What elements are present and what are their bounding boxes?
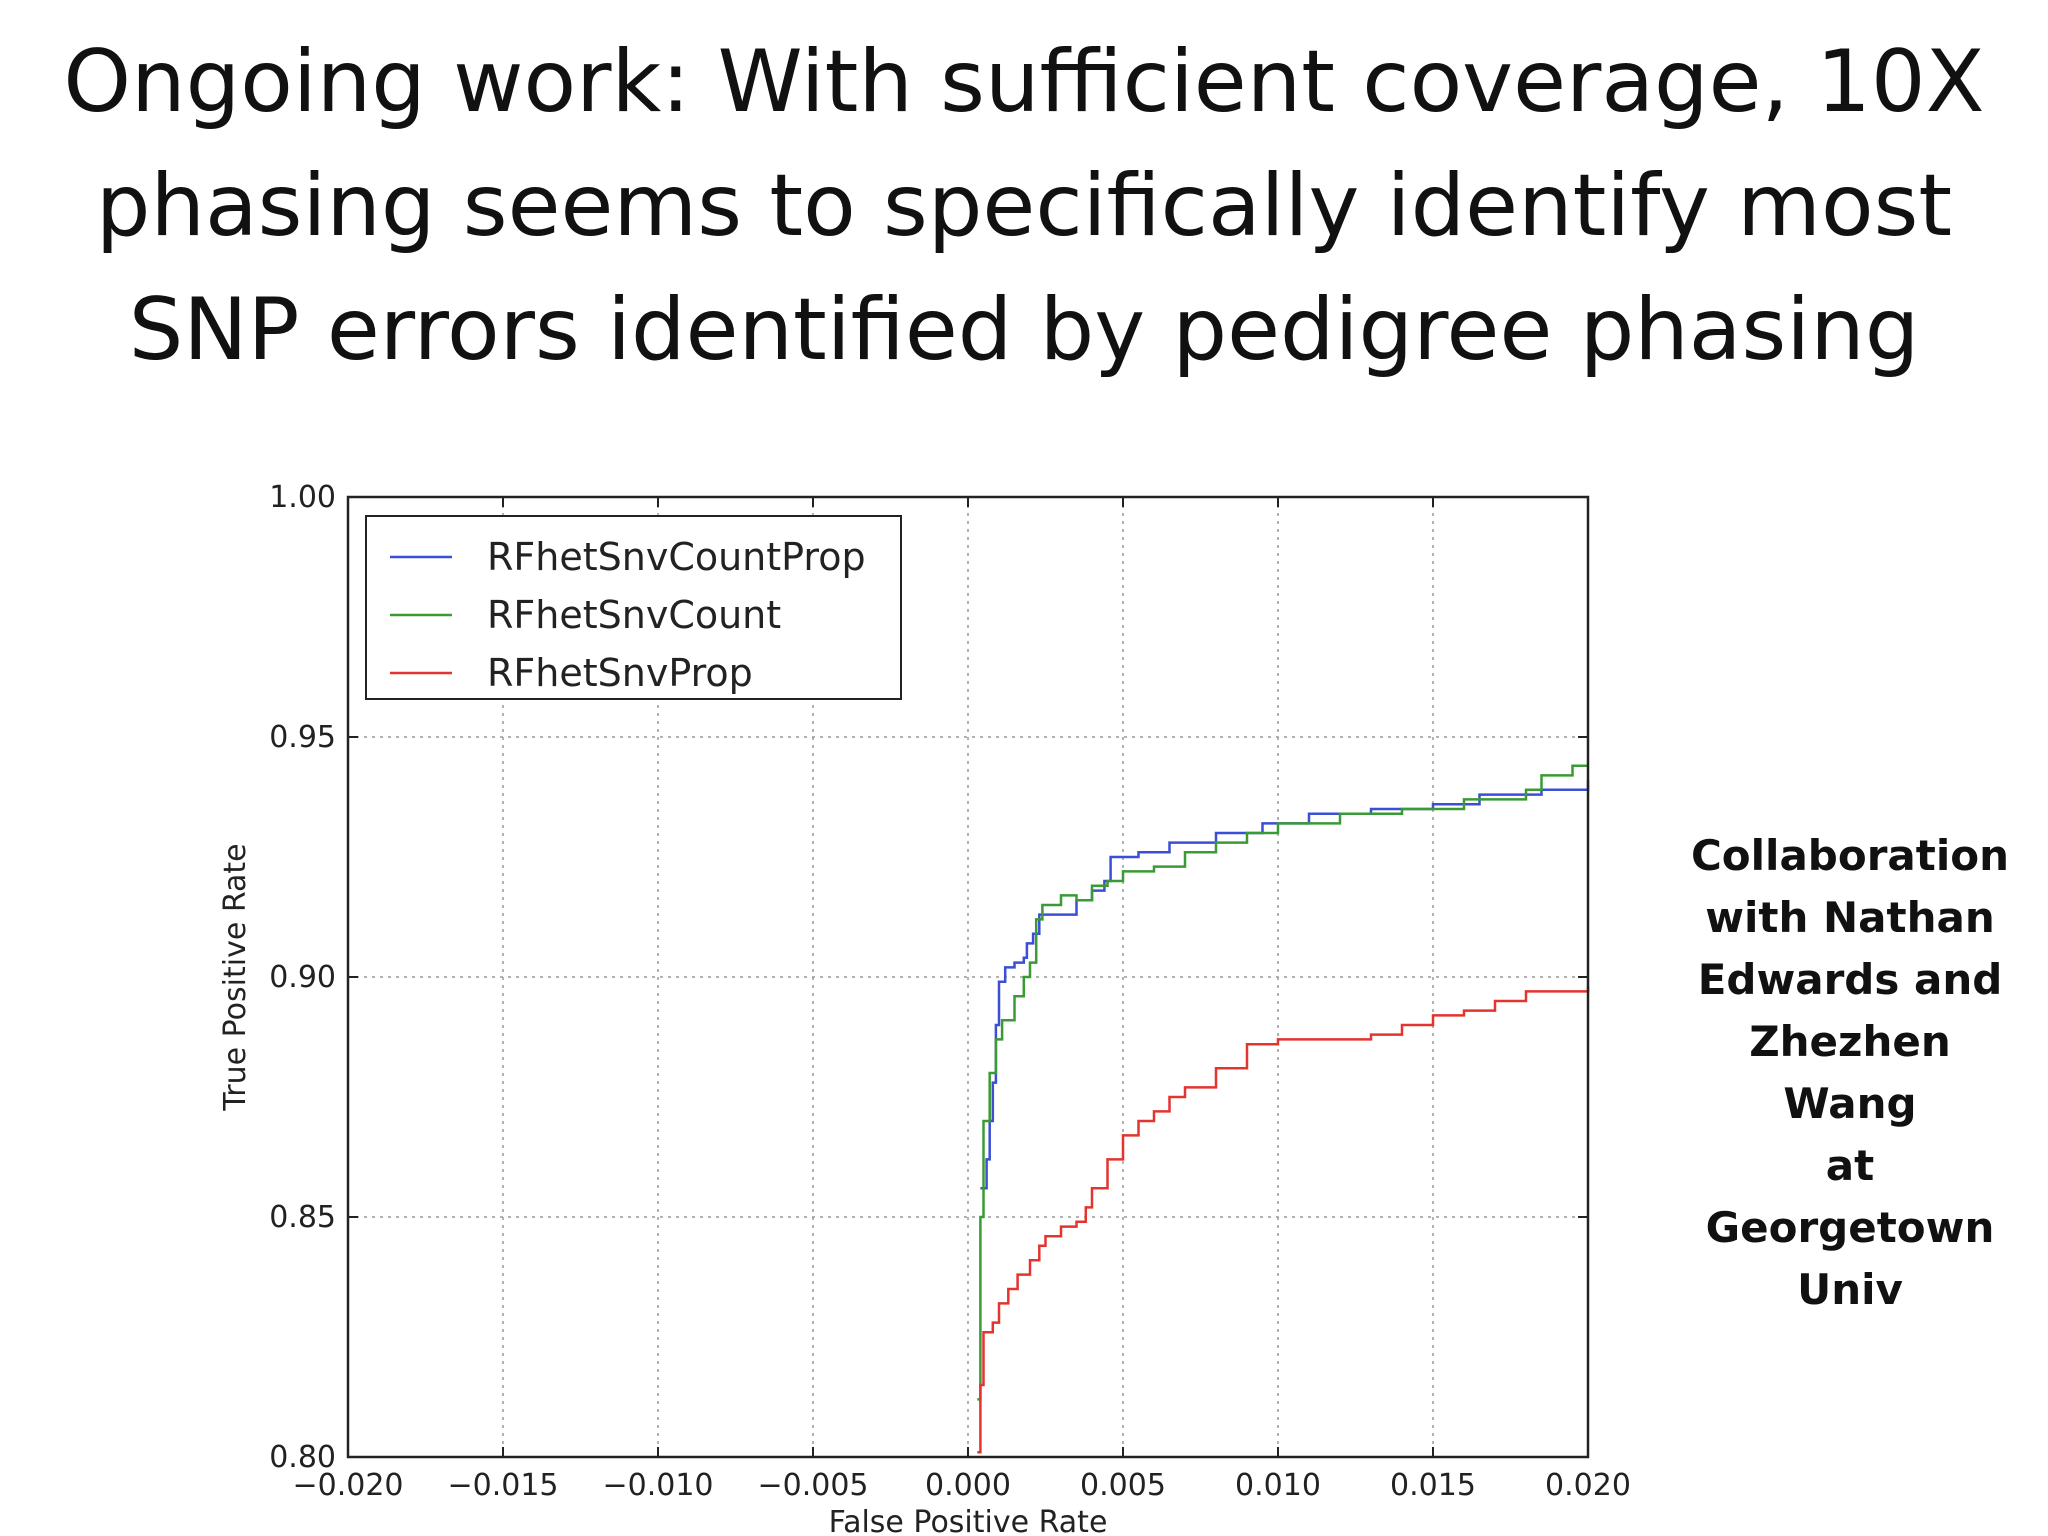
x-tick-label: 0.005 — [1080, 1468, 1166, 1503]
x-tick-label: 0.010 — [1235, 1468, 1321, 1503]
x-axis-title: False Positive Rate — [829, 1505, 1108, 1536]
series-line-RFhetSnvProp — [977, 986, 1590, 1454]
collaboration-note: Collaboration with Nathan Edwards and Zhezh… — [1680, 825, 2020, 1321]
y-tick-label: 0.85 — [269, 1200, 336, 1235]
x-tick-label: −0.020 — [292, 1468, 403, 1503]
series-line-RFhetSnvCountProp — [980, 780, 1590, 1190]
series-line-RFhetSnvCount — [977, 764, 1588, 1401]
collaboration-note-line: Univ — [1797, 1265, 1903, 1314]
x-tick-label: −0.015 — [447, 1468, 558, 1503]
legend-label: RFhetSnvCountProp — [487, 535, 866, 579]
legend: RFhetSnvCountProp RFhetSnvCount RFhetSnvPr… — [365, 515, 902, 700]
collaboration-note-line: with Nathan — [1705, 893, 1995, 942]
legend-label: RFhetSnvCount — [487, 593, 781, 637]
slide-title: Ongoing work: With sufficient coverage, … — [63, 32, 1985, 380]
x-tick-label: 0.015 — [1390, 1468, 1476, 1503]
collaboration-note-line: Zhezhen Wang — [1749, 1017, 1951, 1128]
x-tick-label: 0.000 — [925, 1468, 1011, 1503]
collaboration-note-line: Edwards and — [1697, 955, 2003, 1004]
collaboration-note-line: at Georgetown — [1705, 1141, 1995, 1252]
y-tick-label: 0.95 — [269, 720, 336, 755]
x-tick-label: −0.005 — [757, 1468, 868, 1503]
x-tick-label: 0.020 — [1545, 1468, 1631, 1503]
legend-box — [365, 515, 902, 700]
axis-ticks: −0.020 −0.015 −0.010 −0.005 0.000 0.005 0.010 0… — [269, 480, 1631, 1503]
x-tick-label: −0.010 — [602, 1468, 713, 1503]
y-axis-title: True Positive Rate — [218, 843, 253, 1111]
legend-label: RFhetSnvProp — [487, 651, 753, 695]
collaboration-note-line: Collaboration — [1690, 831, 2009, 880]
y-tick-label: 0.90 — [269, 960, 336, 995]
y-tick-label: 0.80 — [269, 1440, 336, 1475]
y-tick-label: 1.00 — [269, 480, 336, 515]
series-lines — [977, 764, 1590, 1454]
